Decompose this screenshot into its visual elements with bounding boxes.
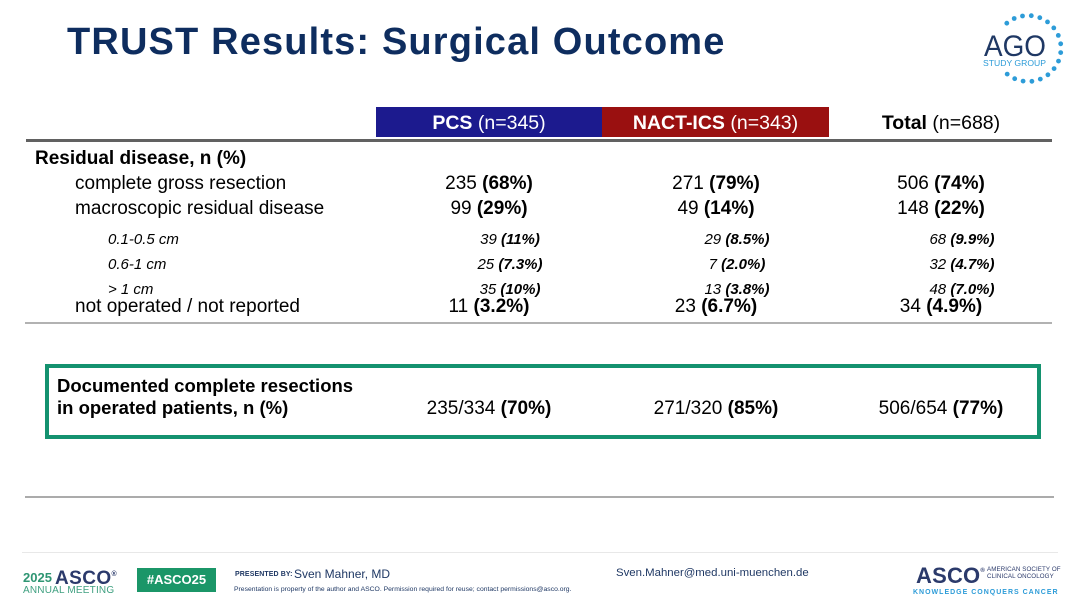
svg-text:AGO: AGO (984, 30, 1046, 63)
svg-text:STUDY GROUP: STUDY GROUP (983, 58, 1046, 68)
